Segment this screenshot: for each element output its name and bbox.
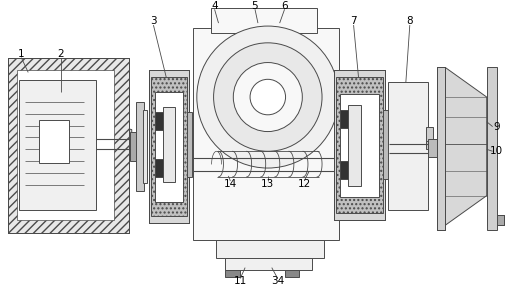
Bar	[487, 68, 497, 230]
Text: 8: 8	[407, 16, 413, 26]
Text: 14: 14	[224, 179, 237, 189]
Bar	[155, 112, 163, 129]
Bar	[155, 159, 163, 177]
Bar	[487, 215, 504, 225]
Circle shape	[214, 43, 322, 151]
Bar	[340, 110, 348, 128]
Text: 2: 2	[58, 49, 64, 59]
Bar	[155, 92, 183, 202]
Bar	[225, 258, 312, 269]
Bar	[428, 139, 437, 157]
Text: 5: 5	[251, 1, 258, 11]
Bar	[193, 28, 339, 240]
Bar	[426, 127, 434, 144]
Text: 11: 11	[234, 276, 247, 286]
Bar	[348, 105, 361, 186]
Bar	[215, 240, 324, 258]
Bar	[9, 58, 129, 233]
Bar	[388, 82, 428, 210]
Polygon shape	[445, 68, 487, 225]
Bar	[17, 70, 114, 220]
Polygon shape	[96, 122, 132, 167]
Bar	[152, 77, 187, 216]
Circle shape	[197, 26, 339, 168]
Bar	[336, 77, 383, 213]
Bar	[437, 68, 445, 230]
Bar	[487, 215, 504, 225]
Text: 9: 9	[493, 122, 500, 132]
Text: 10: 10	[490, 146, 503, 156]
Bar	[130, 132, 136, 161]
Bar	[150, 70, 189, 223]
Bar	[211, 8, 317, 33]
Bar	[136, 102, 144, 191]
Bar	[334, 70, 385, 220]
Bar	[9, 58, 129, 233]
Text: 12: 12	[298, 179, 311, 189]
Text: 4: 4	[211, 1, 218, 11]
Bar	[334, 70, 385, 220]
Circle shape	[233, 63, 302, 132]
Bar	[225, 269, 240, 278]
Bar	[383, 110, 389, 179]
Bar	[426, 141, 434, 149]
Bar	[340, 161, 348, 179]
Bar	[150, 70, 189, 223]
Text: 34: 34	[271, 276, 285, 286]
Bar	[187, 112, 192, 177]
Text: 1: 1	[18, 49, 24, 59]
Bar	[285, 269, 299, 278]
Bar	[143, 110, 147, 183]
Bar	[340, 94, 379, 197]
Text: 3: 3	[150, 16, 157, 26]
Text: 6: 6	[281, 1, 288, 11]
Bar	[163, 107, 175, 182]
Bar	[19, 80, 96, 210]
Text: 13: 13	[261, 179, 274, 189]
Circle shape	[250, 79, 286, 115]
Text: 7: 7	[350, 16, 357, 26]
Bar	[437, 68, 445, 230]
Bar	[39, 120, 69, 163]
